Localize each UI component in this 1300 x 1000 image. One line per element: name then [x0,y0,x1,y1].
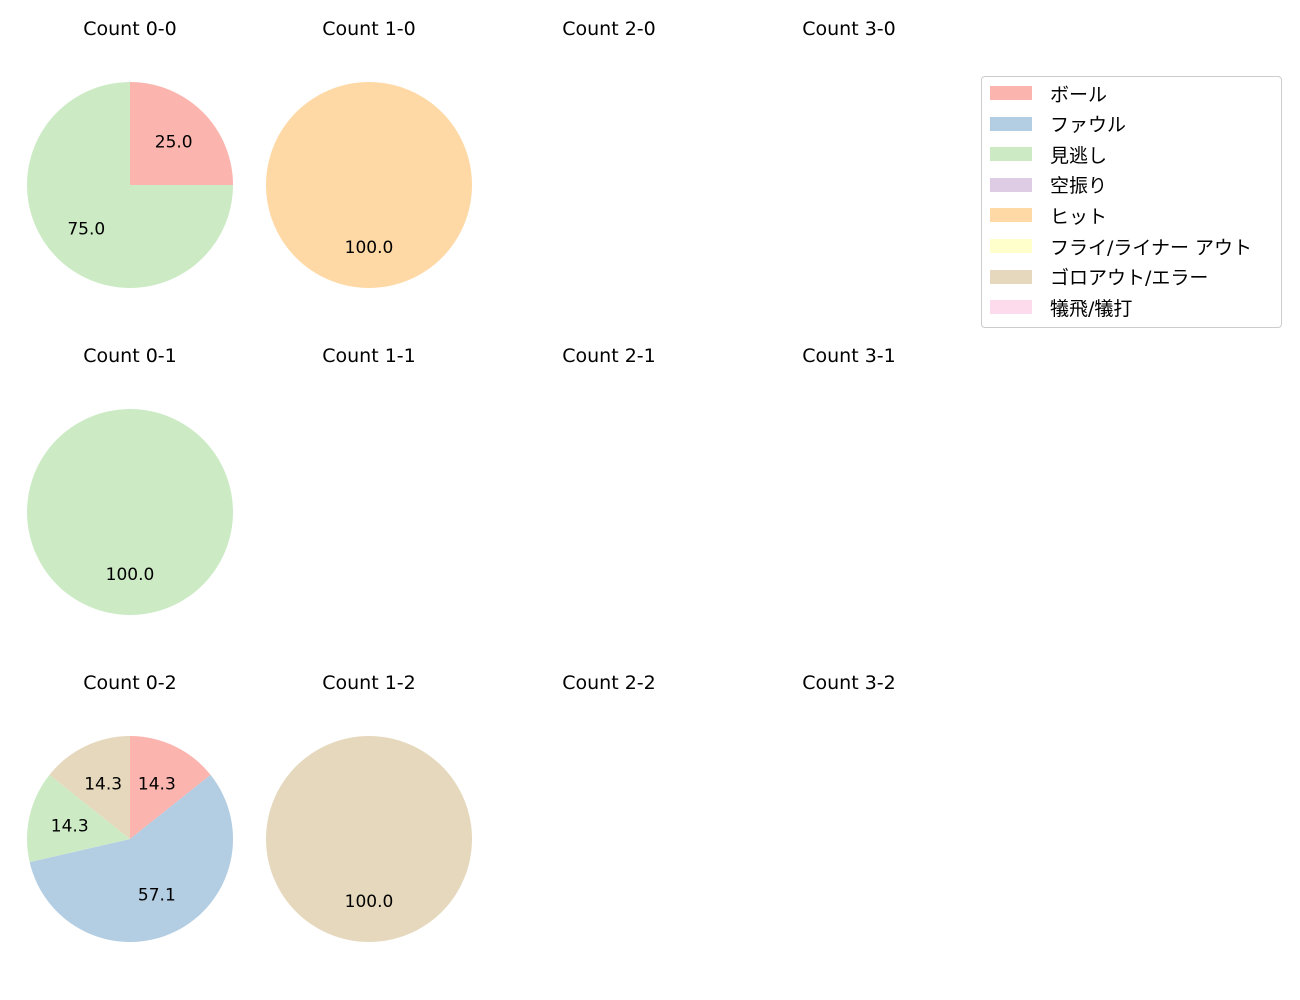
subplot-title: Count 3-1 [802,345,896,367]
subplot-title: Count 2-2 [562,672,656,694]
legend-item: ゴロアウト/エラー [990,266,1209,290]
pie-slice [130,82,233,185]
slice-label: 57.1 [138,886,176,906]
pie-slice [130,736,211,839]
legend-label: 空振り [1050,175,1108,198]
legend-item: 空振り [990,174,1108,198]
subplot-title: Count 0-2 [83,672,177,694]
slice-label: 14.3 [51,816,89,836]
subplot-title: Count 2-0 [562,18,656,40]
subplot-title: Count 1-2 [322,672,416,694]
legend-label: 見逃し [1050,144,1108,167]
pie-slice [27,409,233,615]
legend-swatch [990,208,1032,223]
slice-label: 14.3 [138,774,176,794]
legend: ボールファウル見逃し空振りヒットフライ/ライナー アウト ゴロアウト/エラー 犠飛/… [981,76,1282,328]
pie-slice [27,82,233,288]
subplot-title: Count 0-1 [83,345,177,367]
subplot-title: Count 1-1 [322,345,416,367]
legend-swatch [990,239,1032,253]
legend-swatch [990,177,1032,192]
pie-slice [266,82,472,288]
subplot-title: Count 3-0 [802,18,896,40]
slice-label: 100.0 [345,892,394,912]
legend-item: ヒット [990,204,1108,228]
legend-item: フライ/ライナー アウト [990,235,1253,259]
legend-swatch [990,269,1032,284]
slice-label: 75.0 [67,220,105,240]
subplot-title: Count 3-2 [802,672,896,694]
pie-slice [266,736,472,942]
legend-swatch [990,86,1032,100]
legend-label: 犠飛/犠打 [1050,297,1133,320]
legend-label: ボール [1050,83,1108,106]
legend-swatch [990,300,1032,315]
legend-swatch [990,147,1032,162]
pie-slice [26,774,131,863]
slice-label: 100.0 [106,565,155,585]
legend-item: ファウル [990,113,1127,137]
subplot-title: Count 2-1 [562,345,656,367]
legend-label: ゴロアウト/エラー [1050,267,1209,290]
pie-slice [49,736,131,839]
slice-label: 100.0 [345,238,394,258]
legend-item: 見逃し [990,143,1108,167]
legend-label: ファウル [1050,114,1127,137]
subplot-title: Count 1-0 [322,18,416,40]
legend-label: フライ/ライナー アウト [1050,236,1253,259]
legend-item: 犠飛/犠打 [990,296,1133,320]
legend-swatch [990,116,1032,131]
legend-label: ヒット [1050,205,1108,228]
subplot-title: Count 0-0 [83,18,177,40]
slice-label: 25.0 [155,132,193,152]
slice-label: 14.3 [84,774,122,794]
pie-slice [29,774,233,942]
legend-item: ボール [990,82,1108,106]
